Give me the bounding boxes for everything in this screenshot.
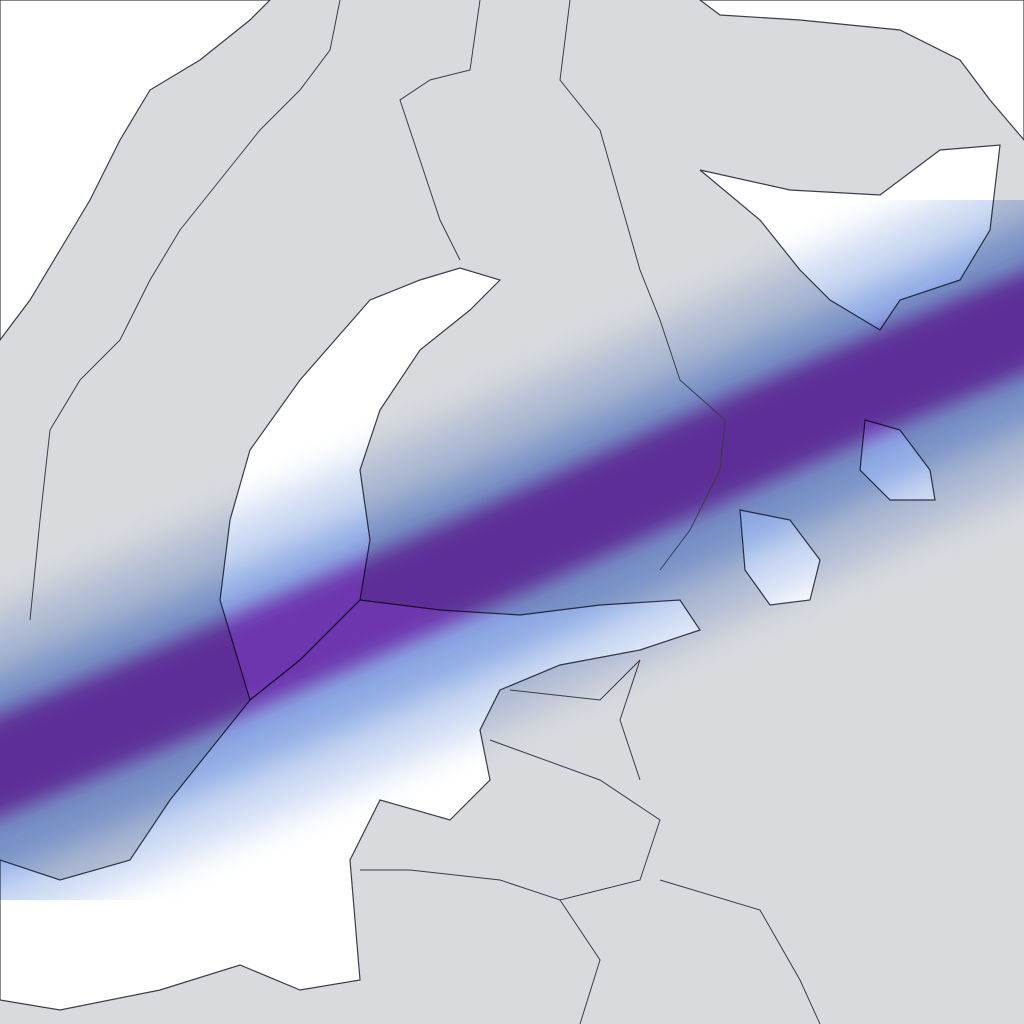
latvia-lithuania-border <box>360 739 661 901</box>
borders <box>29 0 821 1024</box>
finland-sweden-border <box>399 0 481 261</box>
norwegian-sea <box>0 0 271 341</box>
band-heavy <box>0 271 1024 817</box>
southern-borders <box>559 879 821 1024</box>
estonia-border <box>509 659 641 781</box>
finland-russia-border <box>559 0 726 571</box>
barents-sea <box>699 0 1024 141</box>
norway-sweden-border <box>29 0 341 621</box>
precipitation-band <box>0 162 1024 938</box>
